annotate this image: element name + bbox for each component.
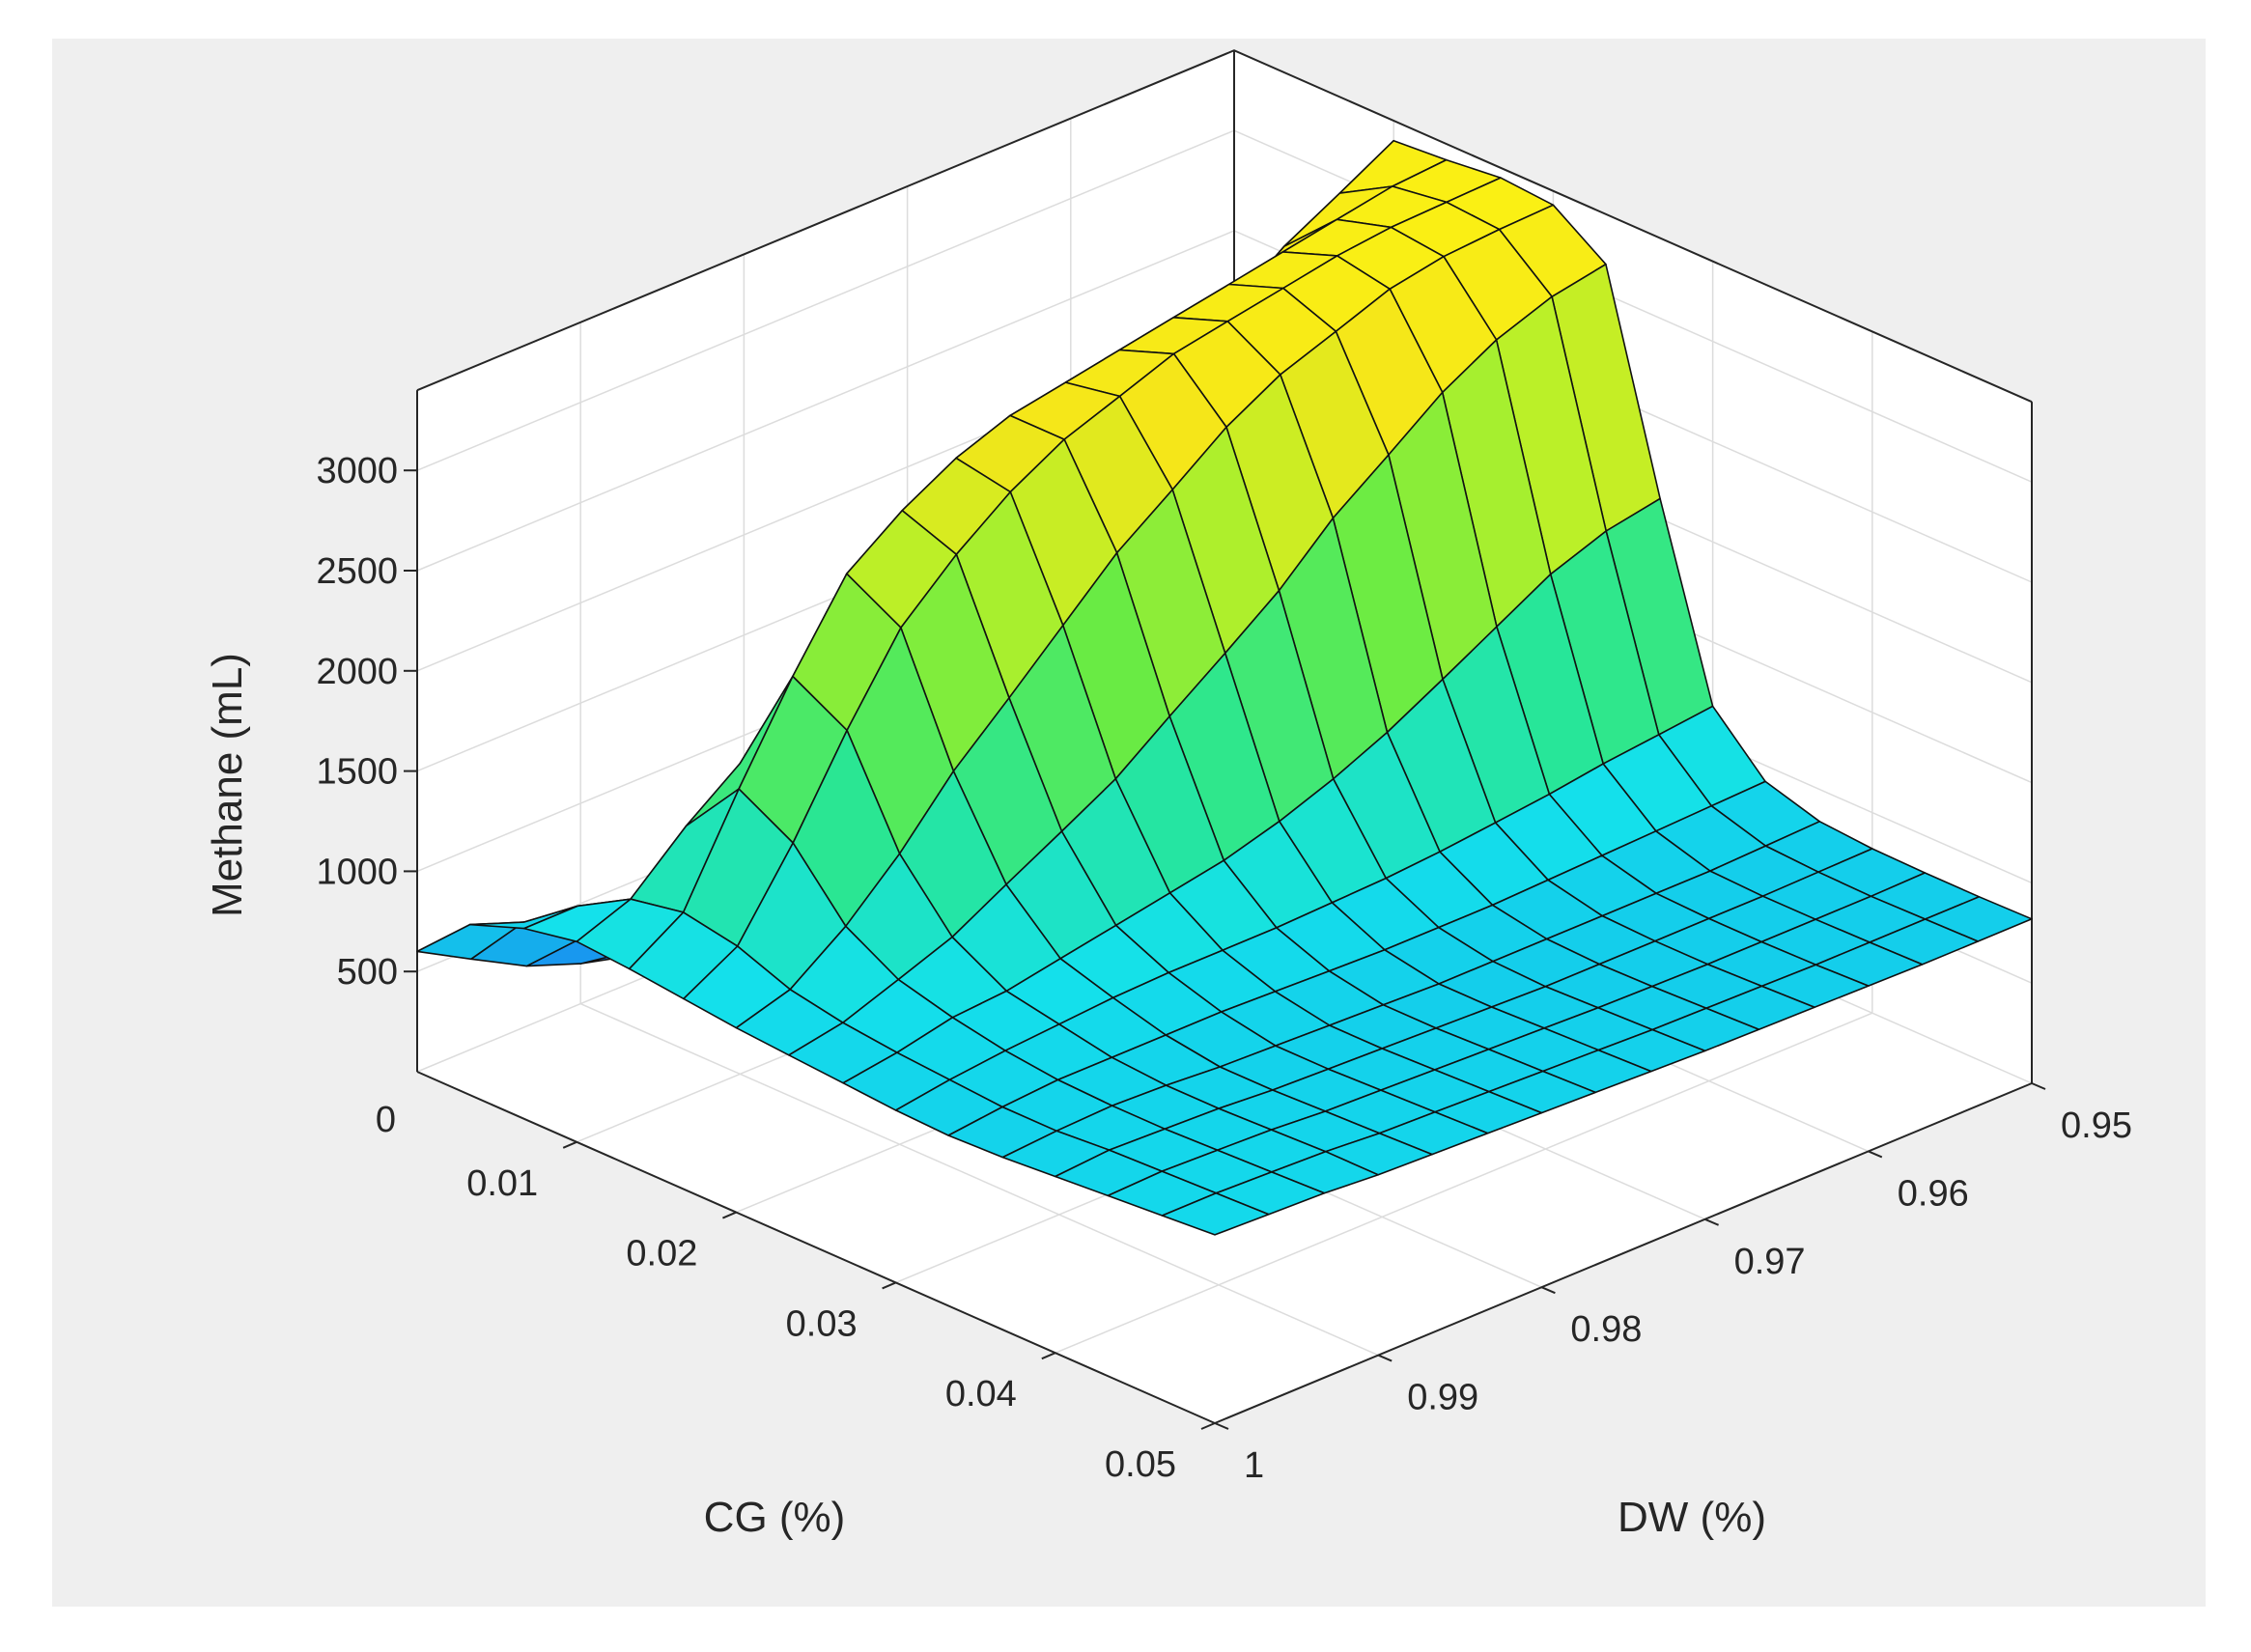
x-tick [562, 1140, 577, 1149]
z-tick-label: 1000 [316, 852, 398, 892]
y-tick-label: 0.98 [1570, 1309, 1642, 1350]
x-tick-label: 0.03 [786, 1303, 858, 1344]
y-tick-label: 0.95 [2061, 1106, 2132, 1146]
y-tick-label: 0.99 [1407, 1378, 1478, 1418]
y-tick-label: 0.96 [1898, 1173, 1969, 1214]
y-tick [1868, 1150, 1883, 1159]
x-tick [722, 1211, 737, 1219]
y-tick-label: 0.97 [1734, 1242, 1806, 1282]
y-tick [1704, 1218, 1719, 1226]
figure-panel: 500 1000 1500 2000 2500 3000 0 0.01 0.02 0.03 0.04… [52, 39, 2206, 1607]
y-tick-label: 1 [1244, 1445, 1264, 1486]
x-axis-label: CG (%) [704, 1494, 846, 1541]
z-tick-label: 2000 [316, 652, 398, 692]
z-tick-label: 500 [337, 952, 398, 993]
surface-patch [1161, 1192, 1270, 1236]
y-axis-line [1214, 1082, 2033, 1424]
y-axis-label: DW (%) [1618, 1494, 1766, 1541]
x-tick-label: 0.01 [466, 1163, 538, 1204]
x-tick-label: 0.02 [626, 1234, 697, 1274]
y-gridline [579, 322, 1379, 1357]
z-tick-label: 1500 [316, 752, 398, 793]
surface-chart: 500 1000 1500 2000 2500 3000 0 0.01 0.02 0.03 0.04… [204, 49, 2132, 1541]
x-tick-label: 0.04 [945, 1374, 1017, 1414]
x-tick-label: 0.05 [1105, 1444, 1176, 1485]
y-tick [1214, 1422, 1229, 1430]
x-tick [1041, 1352, 1056, 1360]
z-tick-label: 3000 [316, 451, 398, 491]
x-tick [882, 1281, 896, 1290]
x-axis-line [416, 1071, 1216, 1424]
x-tick [1200, 1422, 1216, 1430]
y-tick [2031, 1082, 2046, 1090]
z-tick-label: 2500 [316, 551, 398, 592]
z-tick-label: 0 [376, 1100, 396, 1140]
z-axis-label: Methane (mL) [204, 653, 251, 917]
y-tick [1377, 1354, 1393, 1362]
y-tick [1541, 1286, 1556, 1295]
